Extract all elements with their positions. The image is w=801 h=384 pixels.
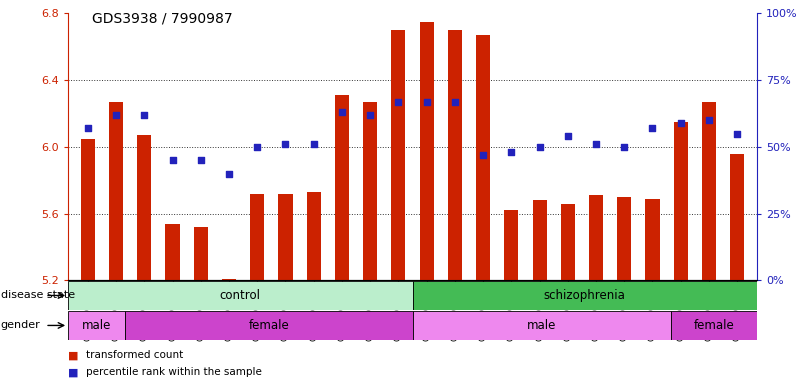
Bar: [561, 204, 575, 280]
Point: [110, 112, 123, 118]
Point: [392, 98, 405, 104]
Text: ■: ■: [68, 350, 78, 360]
Point: [674, 120, 687, 126]
Bar: [68, 311, 126, 340]
Text: disease state: disease state: [1, 290, 75, 301]
Bar: [702, 102, 716, 280]
Point: [449, 98, 461, 104]
Text: gender: gender: [1, 320, 41, 331]
Point: [590, 141, 602, 147]
Bar: [335, 95, 349, 280]
Point: [166, 157, 179, 163]
Text: male: male: [527, 319, 557, 332]
Text: control: control: [219, 289, 261, 302]
Bar: [392, 30, 405, 280]
Point: [279, 141, 292, 147]
Point: [477, 152, 489, 158]
Bar: [413, 311, 670, 340]
Text: male: male: [82, 319, 111, 332]
Bar: [731, 154, 744, 280]
Text: ■: ■: [68, 367, 78, 377]
Bar: [109, 102, 123, 280]
Bar: [646, 199, 659, 280]
Bar: [670, 311, 757, 340]
Point: [618, 144, 630, 150]
Bar: [68, 281, 413, 310]
Bar: [448, 30, 462, 280]
Point: [731, 131, 743, 137]
Point: [505, 149, 517, 155]
Bar: [137, 135, 151, 280]
Bar: [413, 281, 757, 310]
Point: [562, 133, 574, 139]
Bar: [194, 227, 207, 280]
Text: schizophrenia: schizophrenia: [544, 289, 626, 302]
Bar: [126, 311, 413, 340]
Bar: [250, 194, 264, 280]
Point: [223, 170, 235, 177]
Point: [364, 112, 376, 118]
Text: percentile rank within the sample: percentile rank within the sample: [86, 367, 262, 377]
Point: [702, 117, 715, 123]
Bar: [505, 210, 518, 280]
Point: [421, 98, 433, 104]
Bar: [618, 197, 631, 280]
Bar: [279, 194, 292, 280]
Point: [308, 141, 320, 147]
Bar: [363, 102, 377, 280]
Point: [195, 157, 207, 163]
Point: [82, 125, 95, 131]
Bar: [476, 35, 490, 280]
Point: [251, 144, 264, 150]
Point: [336, 109, 348, 115]
Text: female: female: [248, 319, 289, 332]
Bar: [589, 195, 603, 280]
Point: [533, 144, 546, 150]
Bar: [81, 139, 95, 280]
Text: female: female: [694, 319, 735, 332]
Text: transformed count: transformed count: [86, 350, 183, 360]
Point: [138, 112, 151, 118]
Point: [646, 125, 659, 131]
Bar: [674, 122, 688, 280]
Bar: [420, 22, 433, 280]
Bar: [533, 200, 546, 280]
Text: GDS3938 / 7990987: GDS3938 / 7990987: [92, 12, 233, 25]
Bar: [166, 223, 179, 280]
Bar: [307, 192, 320, 280]
Bar: [222, 279, 236, 280]
